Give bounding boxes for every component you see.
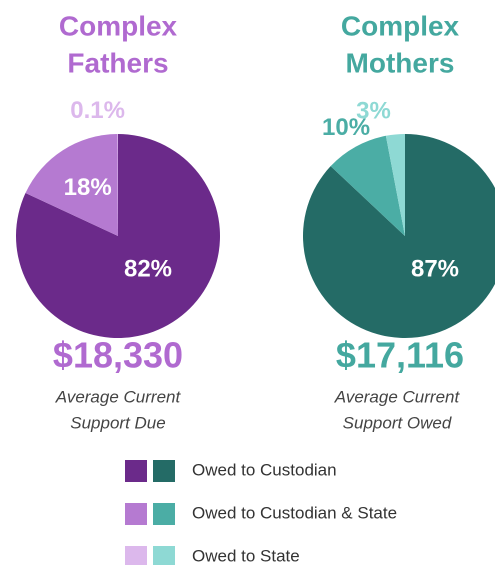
pie-slice	[303, 134, 495, 338]
legend-swatch	[125, 546, 147, 565]
legend-swatch	[153, 460, 175, 482]
amount: $17,116	[336, 335, 464, 376]
pie-title: Complex	[341, 10, 460, 41]
legend-swatch	[125, 503, 147, 525]
value-label: 82%	[124, 255, 172, 282]
pie-title: Complex	[59, 10, 178, 41]
caption: Average Current	[55, 387, 182, 406]
pie-title: Fathers	[67, 47, 168, 78]
value-label: 3%	[356, 97, 391, 124]
legend-label: Owed to Custodian	[192, 460, 337, 479]
legend-swatch	[153, 503, 175, 525]
caption: Support Owed	[343, 413, 452, 432]
value-label: 10%	[322, 114, 370, 141]
amount: $18,330	[53, 335, 183, 376]
legend-label: Owed to State	[192, 546, 300, 565]
pie-title: Mothers	[346, 47, 455, 78]
pie-slice	[117, 134, 118, 236]
value-label: 87%	[411, 255, 459, 282]
pie-slice	[330, 135, 405, 236]
legend-swatch	[125, 460, 147, 482]
caption: Support Due	[70, 413, 165, 432]
value-label: 18%	[64, 174, 112, 201]
value-label: 0.1%	[70, 97, 125, 124]
pie-slice	[385, 134, 405, 236]
legend-swatch	[153, 546, 175, 565]
caption: Average Current	[334, 387, 461, 406]
pie-slice	[25, 134, 119, 236]
legend-label: Owed to Custodian & State	[192, 503, 397, 522]
